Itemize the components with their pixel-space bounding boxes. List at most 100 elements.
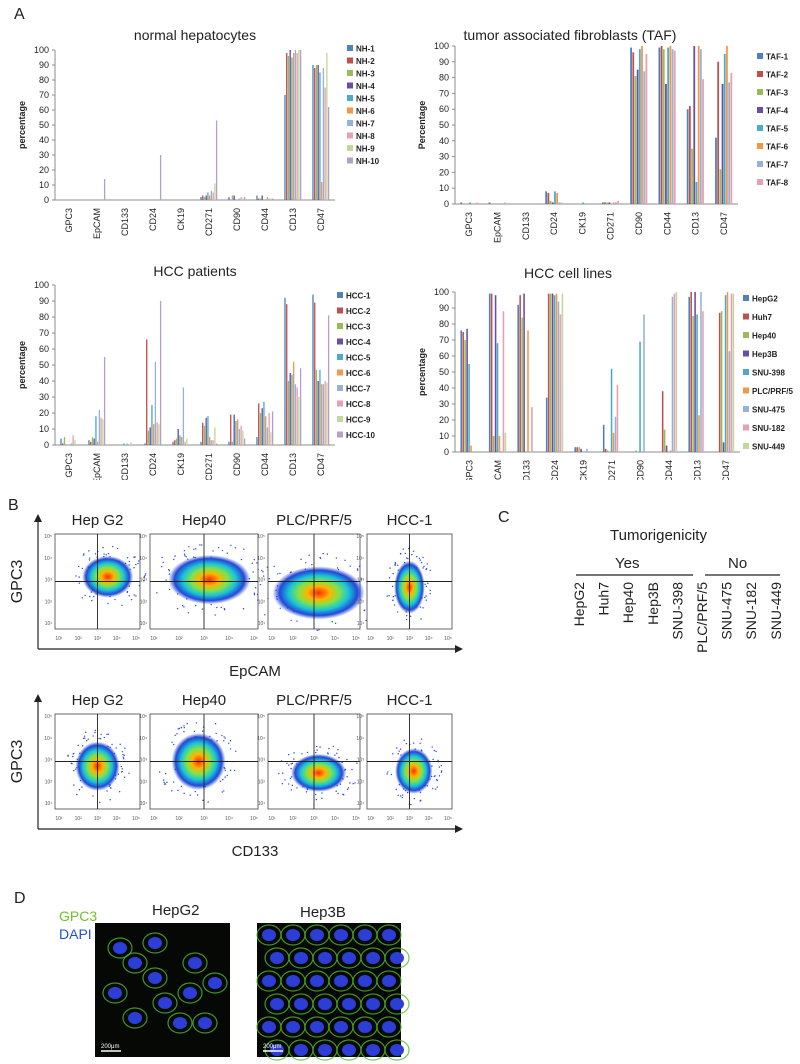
- bar: [638, 49, 641, 204]
- flow-x-axis-label: EpCAM: [229, 663, 281, 680]
- bar: [728, 351, 731, 452]
- flow-event: [288, 753, 290, 756]
- bar: [228, 197, 230, 200]
- flow-tick-label: 10¹: [55, 816, 63, 822]
- bar: [242, 430, 244, 445]
- bar: [154, 361, 157, 445]
- legend-swatch: [757, 143, 763, 149]
- flow-event: [109, 787, 112, 789]
- bar: [312, 294, 314, 445]
- cell-nucleus: [366, 1044, 380, 1056]
- bar: [578, 447, 580, 452]
- legend-swatch: [337, 385, 343, 391]
- cell-membrane: [122, 1007, 148, 1029]
- y-tick-label: 30: [439, 152, 449, 162]
- flow-event: [386, 595, 389, 597]
- flow-event: [359, 565, 361, 567]
- flow-event: [92, 795, 94, 797]
- flow-event: [425, 585, 428, 588]
- flow-event: [78, 789, 81, 791]
- bar: [726, 292, 729, 452]
- flow-event: [201, 544, 203, 546]
- flow-event: [143, 576, 145, 579]
- bar: [321, 384, 323, 445]
- cell-membrane: [177, 982, 203, 1004]
- flow-tick-label: 10²: [140, 779, 148, 785]
- bar: [517, 304, 519, 452]
- flow-event: [227, 742, 230, 745]
- bar: [326, 382, 328, 445]
- cell-nucleus: [366, 952, 380, 964]
- bar: [601, 202, 604, 204]
- bar: [630, 47, 632, 204]
- flow-tick-label: 10⁵: [44, 714, 52, 720]
- flow-tick-label: 10⁴: [257, 736, 265, 742]
- legend-entry: TAF-8: [766, 179, 789, 188]
- flow-event: [161, 556, 163, 559]
- flow-event: [242, 608, 245, 610]
- flow-event: [319, 556, 321, 559]
- bar: [671, 49, 674, 204]
- flow-event: [186, 722, 188, 725]
- bar: [210, 191, 213, 200]
- bar: [209, 437, 211, 445]
- flow-event: [398, 750, 400, 752]
- flow-event: [436, 779, 439, 782]
- bar: [602, 424, 605, 452]
- legend-swatch: [347, 82, 353, 89]
- lane-label: HepG2: [571, 582, 587, 627]
- flow-event: [214, 723, 217, 725]
- flow-event: [290, 789, 293, 791]
- bar: [286, 53, 288, 200]
- bar: [667, 47, 670, 204]
- lane-label: Hep3B: [645, 582, 661, 625]
- flow-event: [335, 557, 338, 559]
- cell-membrane: [122, 952, 148, 974]
- flow-event: [418, 557, 421, 560]
- flow-event: [130, 598, 133, 601]
- flow-event: [99, 737, 102, 740]
- x-tick-label: CK19: [176, 208, 186, 231]
- bar: [464, 340, 466, 452]
- flow-event: [259, 583, 262, 586]
- y-tick-label: 10: [39, 180, 49, 190]
- bar: [580, 448, 582, 452]
- bar: [159, 155, 162, 200]
- flow-event: [396, 564, 399, 566]
- flow-event: [435, 750, 437, 753]
- bar: [726, 46, 728, 204]
- x-tick-label: CD44: [664, 460, 674, 480]
- flow-plot: Hep G2 10¹ 10¹ 10² 10² 10³ 10³ 10⁴ 10⁴ 10⁵ 10⁵: [44, 692, 141, 822]
- flow-tick-label: 10⁵: [356, 714, 364, 720]
- flow-event: [133, 567, 135, 569]
- bar: [314, 302, 316, 445]
- bar: [296, 53, 298, 200]
- flow-tick-label: 10⁴: [139, 556, 147, 562]
- flow-event: [103, 736, 106, 739]
- flow-event: [118, 790, 121, 793]
- arrow-head-icon: [455, 645, 463, 653]
- flow-event: [73, 752, 75, 755]
- panel-label-b: B: [8, 497, 19, 514]
- flow-event: [171, 790, 173, 792]
- legend-entry: NH-5: [356, 95, 375, 104]
- y-axis-label: percentage: [17, 101, 27, 149]
- cell-nucleus: [270, 998, 284, 1010]
- x-tick-label: CD133: [521, 460, 531, 480]
- flow-event: [128, 595, 131, 597]
- bar: [715, 137, 717, 204]
- bar: [238, 429, 241, 445]
- flow-event: [223, 790, 225, 792]
- legend-entry: HepG2: [752, 295, 778, 304]
- bar: [207, 416, 209, 445]
- bar: [312, 65, 314, 200]
- bar: [90, 441, 92, 445]
- bar: [688, 106, 691, 204]
- legend-swatch: [337, 369, 343, 376]
- legend-entry: NH-8: [356, 132, 375, 141]
- y-tick-label: 60: [39, 105, 49, 115]
- flow-event: [346, 788, 349, 791]
- flow-event: [162, 779, 165, 781]
- flow-event: [184, 555, 186, 557]
- bar: [692, 316, 694, 452]
